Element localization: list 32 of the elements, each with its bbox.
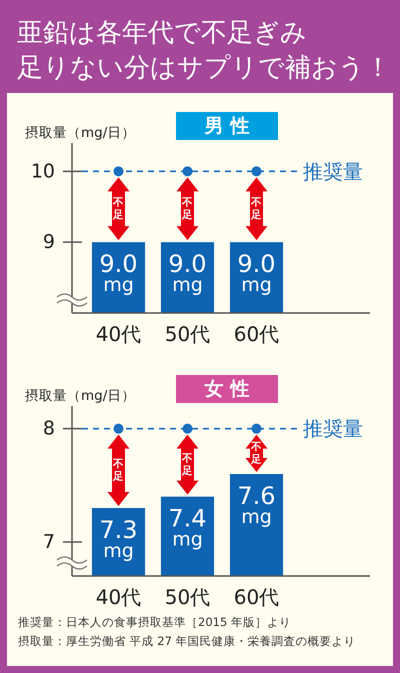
chart-title: 男 性: [204, 115, 250, 137]
chart-title: 女 性: [204, 378, 250, 400]
ref-line-label: 推奨量: [303, 416, 363, 441]
y-axis-title: 摂取量（mg/日）: [25, 388, 136, 404]
x-tick-label: 40代: [96, 322, 142, 346]
text: 足りない分はサプリで補おう！: [17, 53, 391, 83]
annotation: 不足: [250, 441, 262, 466]
x-tick-label: 40代: [96, 585, 142, 609]
text: 推奨量：日本人の食事摂取基準［2015 年版］より: [18, 615, 291, 629]
y-axis-title: 摂取量（mg/日）: [25, 125, 136, 141]
annotation: 不足: [112, 458, 124, 483]
y-tick-label: 8: [42, 418, 55, 440]
annotation: 不足: [181, 452, 193, 477]
ref-line-label: 推奨量: [303, 159, 363, 184]
x-tick-label: 50代: [164, 585, 210, 609]
data-label: 7.3 mg: [99, 516, 138, 562]
y-tick-label: 9: [42, 231, 55, 254]
text: 摂取量：厚生労働省 平成 27 年国民健康・栄養調査の概要より: [18, 634, 356, 648]
data-label: 7.4 mg: [168, 504, 207, 551]
data-label: 9.0 mg: [99, 250, 138, 296]
text: 亜鉛は各年代で不足ぎみ: [17, 18, 307, 48]
data-label: 9.0 mg: [237, 250, 276, 296]
annotation: 不足: [250, 196, 262, 221]
x-tick-label: 60代: [234, 585, 280, 609]
data-label: 7.6 mg: [237, 482, 276, 528]
annotation: 不足: [112, 196, 124, 221]
data-label: 9.0 mg: [168, 250, 207, 296]
x-tick-label: 60代: [234, 322, 280, 346]
y-tick-label: 7: [42, 531, 55, 553]
annotation: 不足: [181, 196, 193, 221]
x-tick-label: 50代: [164, 322, 210, 346]
y-tick-label: 10: [30, 160, 55, 182]
